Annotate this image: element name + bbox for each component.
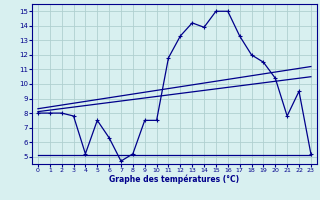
- X-axis label: Graphe des températures (°C): Graphe des températures (°C): [109, 175, 239, 184]
